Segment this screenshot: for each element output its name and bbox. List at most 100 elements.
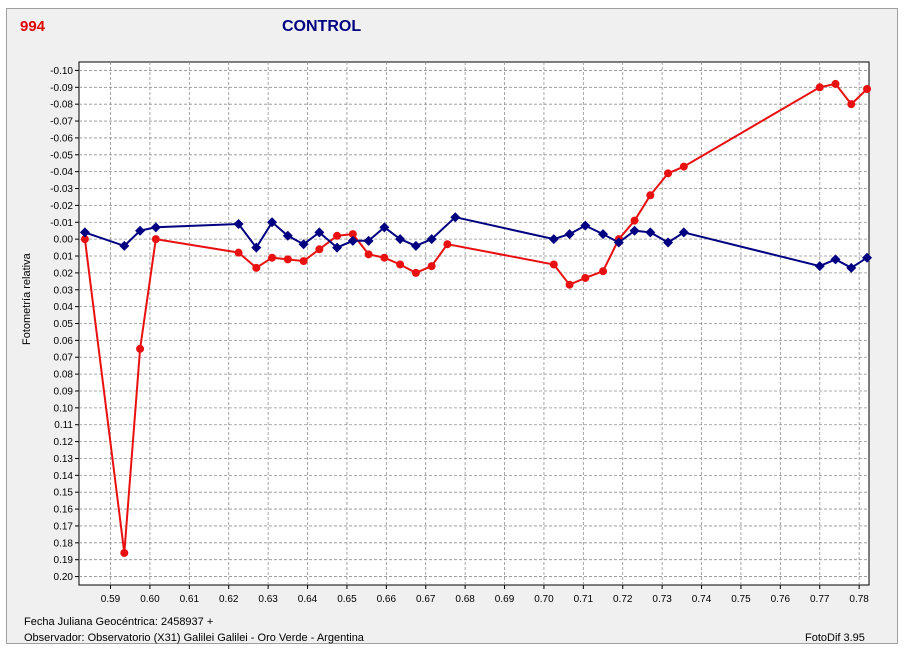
data-point: [679, 162, 688, 171]
data-point: [395, 234, 406, 245]
y-tick-label: 0.01: [54, 252, 74, 263]
data-point: [364, 250, 373, 259]
x-tick-label: 0.78: [849, 594, 869, 605]
object-id: 994: [20, 18, 46, 35]
axis-ticks: 0.59 0.60 0.61 0.62 0.63 0.64 0.65 0.66 0.67 0.68…: [50, 66, 869, 605]
data-point: [332, 242, 343, 253]
y-tick-label: 0.07: [54, 353, 74, 364]
series-1: [79, 212, 873, 273]
x-tick-label: 0.77: [810, 594, 830, 605]
y-tick-label: -0.06: [50, 133, 73, 144]
y-tick-label: 0.10: [54, 403, 74, 414]
y-tick-label: 0.04: [54, 302, 74, 313]
y-tick-label: 0.00: [54, 235, 74, 246]
y-tick-label: 0.08: [54, 370, 74, 381]
y-tick-label: 0.06: [54, 336, 74, 347]
data-point: [427, 262, 436, 271]
x-tick-label: 0.67: [416, 594, 436, 605]
data-point: [581, 273, 590, 282]
software-version: FotoDif 3.95: [805, 632, 865, 644]
julian-date-label: Fecha Juliana Geocéntrica: 2458937 +: [24, 616, 214, 628]
y-tick-label: 0.09: [54, 386, 74, 397]
data-point: [831, 79, 840, 88]
x-tick-label: 0.75: [731, 594, 751, 605]
data-point: [233, 218, 244, 229]
x-tick-label: 0.69: [495, 594, 515, 605]
y-tick-label: 0.17: [54, 521, 74, 532]
y-tick-label: -0.03: [50, 184, 73, 195]
data-point: [315, 245, 324, 254]
data-point: [598, 229, 609, 240]
data-point: [299, 257, 308, 266]
data-point: [645, 227, 656, 238]
data-point: [267, 217, 278, 228]
data-point: [380, 253, 389, 262]
data-point: [268, 253, 277, 262]
data-point: [629, 225, 640, 236]
x-tick-label: 0.73: [652, 594, 672, 605]
y-tick-label: 0.11: [54, 420, 73, 431]
x-tick-label: 0.59: [101, 594, 121, 605]
data-point: [298, 239, 309, 250]
data-point: [565, 280, 574, 289]
chart-title: CONTROL: [282, 18, 362, 35]
x-tick-label: 0.62: [219, 594, 239, 605]
x-tick-label: 0.71: [574, 594, 594, 605]
y-tick-label: -0.04: [50, 167, 73, 178]
data-point: [564, 229, 575, 240]
data-point: [252, 263, 261, 272]
y-tick-label: -0.01: [50, 218, 73, 229]
y-tick-label: 0.16: [54, 505, 74, 516]
observer-label: Observador: Observatorio (X31) Galilei G…: [24, 632, 364, 644]
data-point: [396, 260, 405, 269]
data-point: [234, 248, 243, 257]
y-tick-label: 0.20: [54, 572, 74, 583]
x-tick-label: 0.76: [771, 594, 791, 605]
x-tick-label: 0.63: [258, 594, 278, 605]
data-point: [580, 220, 591, 231]
x-tick-label: 0.66: [377, 594, 397, 605]
data-point: [410, 240, 421, 251]
y-tick-label: 0.19: [54, 555, 74, 566]
data-point: [136, 344, 145, 353]
data-point: [830, 254, 841, 265]
y-tick-label: 0.15: [54, 488, 74, 499]
data-point: [282, 230, 293, 241]
data-point: [135, 225, 146, 236]
grid: [79, 62, 869, 585]
data-point: [283, 255, 292, 264]
y-tick-label: 0.05: [54, 319, 74, 330]
data-point: [151, 235, 160, 244]
x-tick-label: 0.60: [140, 594, 160, 605]
series-0: [80, 79, 872, 557]
y-tick-label: -0.07: [50, 117, 73, 128]
data-point: [646, 191, 655, 200]
data-point: [411, 268, 420, 277]
x-tick-label: 0.61: [180, 594, 200, 605]
data-point: [379, 222, 390, 233]
y-tick-label: 0.13: [54, 454, 74, 465]
data-point: [363, 235, 374, 246]
data-point: [314, 227, 325, 238]
x-tick-label: 0.74: [692, 594, 712, 605]
y-tick-label: -0.08: [50, 100, 73, 111]
y-tick-label: -0.10: [50, 66, 73, 77]
data-point: [150, 222, 161, 233]
x-tick-label: 0.64: [298, 594, 318, 605]
y-tick-label: -0.09: [50, 83, 73, 94]
y-tick-label: -0.02: [50, 201, 73, 212]
data-point: [333, 231, 342, 240]
data-point: [613, 237, 624, 248]
y-tick-label: 0.14: [54, 471, 74, 482]
y-tick-label: 0.02: [54, 268, 74, 279]
data-point: [120, 548, 129, 557]
x-tick-label: 0.72: [613, 594, 633, 605]
y-tick-label: 0.03: [54, 285, 74, 296]
data-point: [443, 240, 452, 249]
data-point: [599, 267, 608, 276]
y-tick-label: 0.12: [54, 437, 74, 448]
data-point: [80, 235, 89, 244]
x-tick-label: 0.70: [534, 594, 554, 605]
data-point: [846, 262, 857, 273]
